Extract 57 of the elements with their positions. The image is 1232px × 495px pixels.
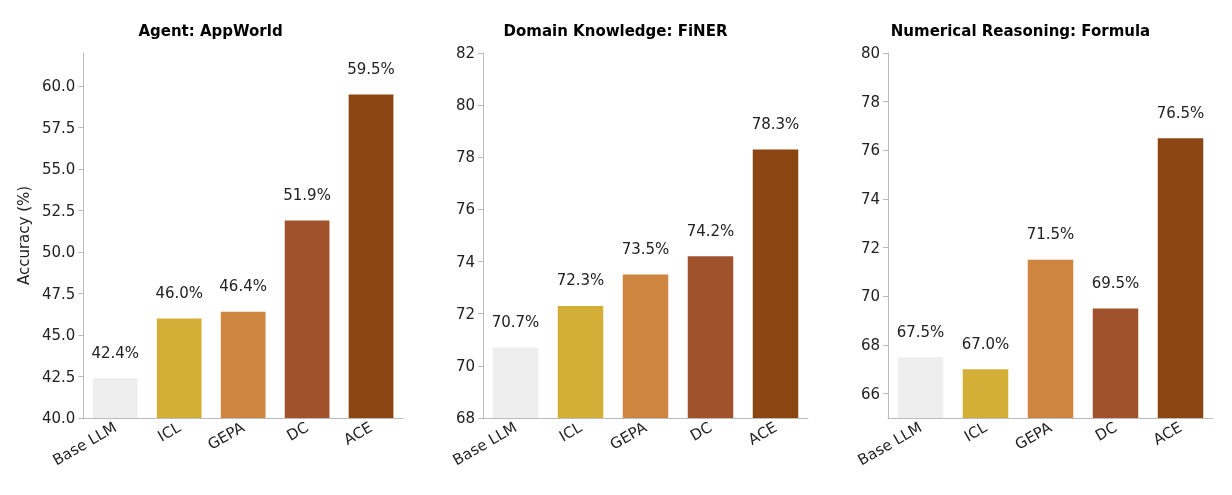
chart-title: Numerical Reasoning: Formula xyxy=(890,21,1151,40)
x-tick-label: ICL xyxy=(154,417,185,446)
data-label: 76.5% xyxy=(1156,103,1205,122)
y-tick-label: 57.5 xyxy=(41,118,76,137)
data-label: 74.2% xyxy=(686,221,735,240)
data-label: 51.9% xyxy=(283,186,331,205)
y-tick-label: 70 xyxy=(455,356,475,375)
y-tick-label: 82 xyxy=(455,44,475,62)
x-tick-label: DC xyxy=(283,418,312,445)
data-label: 73.5% xyxy=(621,240,670,259)
y-tick-label: 74 xyxy=(860,190,880,208)
y-tick-label: 70 xyxy=(860,287,880,306)
y-tick-label: 80 xyxy=(860,44,880,62)
y-tick-label: 72 xyxy=(455,304,475,323)
y-tick-label: 72 xyxy=(860,238,880,257)
x-tick-label: ACE xyxy=(340,418,376,449)
x-tick-label: ICL xyxy=(960,417,991,446)
chart-title: Agent: AppWorld xyxy=(138,21,283,40)
y-tick-label: 45.0 xyxy=(41,326,76,345)
y-tick-label: 76 xyxy=(455,200,475,219)
data-label: 71.5% xyxy=(1026,225,1075,244)
x-tick-label: ACE xyxy=(1150,418,1185,449)
data-label: 70.7% xyxy=(491,313,540,332)
y-tick-label: 74 xyxy=(455,252,475,271)
y-tick-label: 55.0 xyxy=(41,160,76,179)
x-tick-label: DC xyxy=(686,418,715,445)
y-tick-label: 78 xyxy=(455,148,475,167)
y-tick-label: 50.0 xyxy=(41,243,76,262)
y-tick-label: 76 xyxy=(860,141,880,160)
y-tick-label: 40.0 xyxy=(41,409,76,427)
data-label: 78.3% xyxy=(751,114,800,133)
x-tick-label: GEPA xyxy=(606,417,651,454)
x-tick-label: GEPA xyxy=(1011,417,1056,454)
data-label: 42.4% xyxy=(91,343,140,362)
data-label: 69.5% xyxy=(1091,274,1140,292)
x-tick-label: ACE xyxy=(745,418,780,449)
y-axis-title: Accuracy (%) xyxy=(14,185,33,286)
y-tick-label: 52.5 xyxy=(41,201,76,220)
y-tick-label: 66 xyxy=(860,384,880,403)
data-label: 46.0% xyxy=(155,283,204,302)
y-tick-label: 60.0 xyxy=(41,77,76,96)
y-tick-label: 68 xyxy=(860,336,880,354)
x-tick-label: GEPA xyxy=(204,417,249,454)
data-label: 67.0% xyxy=(961,334,1010,353)
y-tick-label: 42.5 xyxy=(41,367,76,386)
y-tick-label: 80 xyxy=(455,96,475,115)
data-label: 72.3% xyxy=(556,271,605,290)
x-tick-label: ICL xyxy=(555,417,586,446)
x-tick-label: Base LLM xyxy=(854,418,925,470)
data-label: 67.5% xyxy=(896,322,945,341)
y-tick-label: 78 xyxy=(860,92,880,111)
y-tick-label: 47.5 xyxy=(41,284,76,303)
y-tick-label: 68 xyxy=(455,409,475,427)
chart-title: Domain Knowledge: FiNER xyxy=(503,21,728,40)
x-tick-label: DC xyxy=(1091,418,1120,445)
data-label: 59.5% xyxy=(347,59,395,78)
data-label: 46.4% xyxy=(219,277,267,296)
